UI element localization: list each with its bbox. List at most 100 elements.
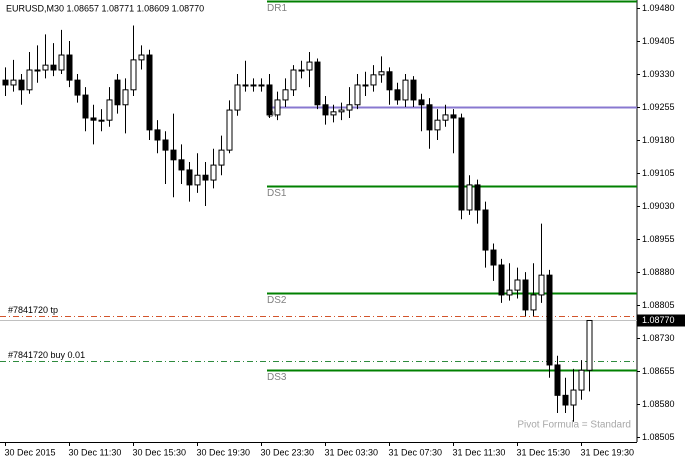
candle-body [138, 54, 145, 61]
candle-body [90, 117, 97, 121]
candle-body [362, 84, 369, 87]
candle-body [394, 89, 401, 101]
candle-body [402, 79, 409, 101]
y-tick-label: 1.09330 [642, 69, 675, 79]
candle-body [442, 114, 449, 121]
candle-body [218, 149, 225, 166]
candle-body [322, 104, 329, 116]
y-tick-label: 1.08655 [642, 366, 675, 376]
chart-header: EURUSD,M30 1.08657 1.08771 1.08609 1.087… [6, 3, 204, 13]
candle-body [66, 54, 73, 81]
candle-body [250, 84, 257, 87]
y-tick-label: 1.08730 [642, 333, 675, 343]
y-tick-label: 1.09255 [642, 102, 675, 112]
candle-body [434, 119, 441, 131]
candle-body [130, 59, 137, 91]
candle-body [570, 389, 577, 406]
candle-body [298, 69, 305, 72]
candle-body [546, 274, 553, 366]
candle-body [338, 109, 345, 113]
y-tick-label: 1.08955 [642, 234, 675, 244]
x-tick-label: 31 Dec 15:30 [517, 447, 571, 457]
candle-body [226, 109, 233, 151]
x-tick-label: 31 Dec 19:30 [581, 447, 635, 457]
candle-body [106, 99, 113, 121]
x-tick-label: 30 Dec 11:30 [69, 447, 122, 457]
candle-body [178, 159, 185, 171]
candle-body [26, 69, 33, 91]
candle-body [378, 71, 385, 76]
watermark: Pivot Formula = Standard [517, 420, 631, 431]
candle-body [522, 279, 529, 311]
candle-body [266, 84, 273, 116]
candle-body [82, 94, 89, 119]
y-tick-label: 1.09105 [642, 168, 675, 178]
candle-body [154, 129, 161, 141]
candle-body [530, 294, 537, 311]
y-tick-label: 1.08580 [642, 399, 675, 409]
candle-body [314, 61, 321, 106]
candle-body [490, 249, 497, 266]
candle-body [42, 64, 49, 71]
y-tick-label: 1.09480 [642, 3, 675, 13]
x-tick-label: 30 Dec 2015 [5, 447, 56, 457]
candle-body [186, 169, 193, 186]
candle-body [282, 89, 289, 101]
candle-body [98, 119, 105, 122]
order-label: #7841720 buy 0.01 [8, 350, 85, 360]
candle-body [34, 69, 41, 72]
candle-body [58, 54, 65, 71]
candle-body [354, 84, 361, 106]
y-tick-label: 1.08805 [642, 300, 675, 310]
candle-body [458, 117, 465, 211]
candle-body [586, 319, 593, 371]
candle-body [418, 99, 425, 106]
candle-body [242, 84, 249, 87]
pivot-label: DR1 [267, 3, 287, 14]
x-tick-label: 30 Dec 19:30 [197, 447, 251, 457]
current-price-label: 1.08770 [642, 315, 675, 325]
pivot-label: DS3 [267, 372, 287, 383]
candle-body [258, 84, 265, 87]
y-tick-label: 1.08505 [642, 432, 675, 442]
candle-body [330, 111, 337, 116]
candle-body [346, 104, 353, 111]
candle-body [514, 279, 521, 291]
candle-body [370, 74, 377, 86]
x-tick-label: 31 Dec 03:30 [325, 447, 379, 457]
current-price-box [637, 314, 685, 327]
candle-body [114, 79, 121, 106]
candle-body [578, 369, 585, 391]
x-tick-label: 30 Dec 15:30 [133, 447, 187, 457]
candle-body [146, 54, 153, 131]
candle-body [498, 264, 505, 296]
candle-body [274, 99, 281, 116]
candle-body [210, 164, 217, 181]
candle-body [386, 71, 393, 91]
candle-body [74, 79, 81, 96]
candle-body [474, 184, 481, 211]
candle-body [306, 61, 313, 71]
candle-body [466, 184, 473, 211]
candle-body [122, 89, 129, 106]
candle-body [554, 364, 561, 396]
candle-body [18, 79, 25, 91]
candle-body [410, 79, 417, 101]
candle-body [450, 114, 457, 119]
candle-body [482, 209, 489, 251]
y-tick-label: 1.09180 [642, 135, 675, 145]
y-tick-label: 1.09030 [642, 201, 675, 211]
candle-body [194, 174, 201, 186]
candle-body [10, 79, 17, 86]
candle-body [234, 84, 241, 111]
candle-body [162, 139, 169, 151]
candle-body [562, 394, 569, 406]
pivot-label: DS2 [267, 295, 287, 306]
candle-body [506, 289, 513, 296]
y-tick-label: 1.08880 [642, 267, 675, 277]
candle-body [50, 64, 57, 71]
pivot-label: DS1 [267, 188, 287, 199]
